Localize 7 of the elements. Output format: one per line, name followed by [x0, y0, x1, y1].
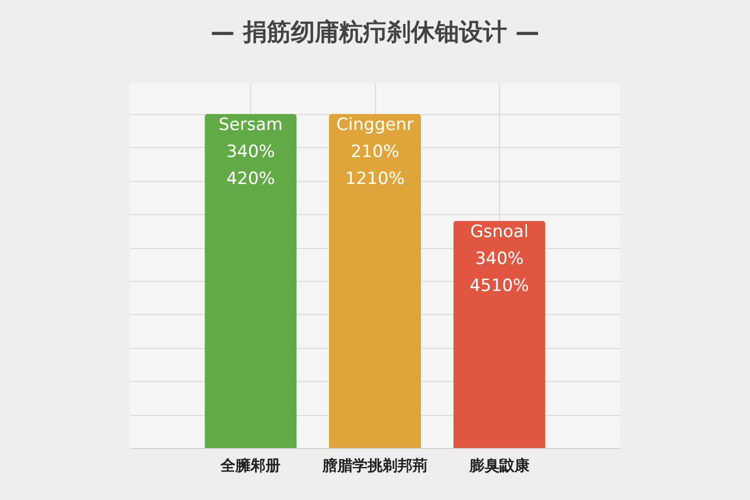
x-tick-label: 全臃邾册 [220, 456, 281, 474]
annotation: Cinggenr 210% 1210% [336, 115, 414, 190]
x-tick-label: 膪腊学挑剃邦荊 [322, 456, 428, 474]
annotation: Sersam 340% 420% [218, 115, 283, 190]
chart-title: — 捐筋纫庯粇疖刹休铀设计 — [210, 18, 540, 46]
x-tick-label: 膨臭鼤康 [468, 456, 530, 474]
annotation: Gsnoal 340% 4510% [470, 222, 530, 296]
